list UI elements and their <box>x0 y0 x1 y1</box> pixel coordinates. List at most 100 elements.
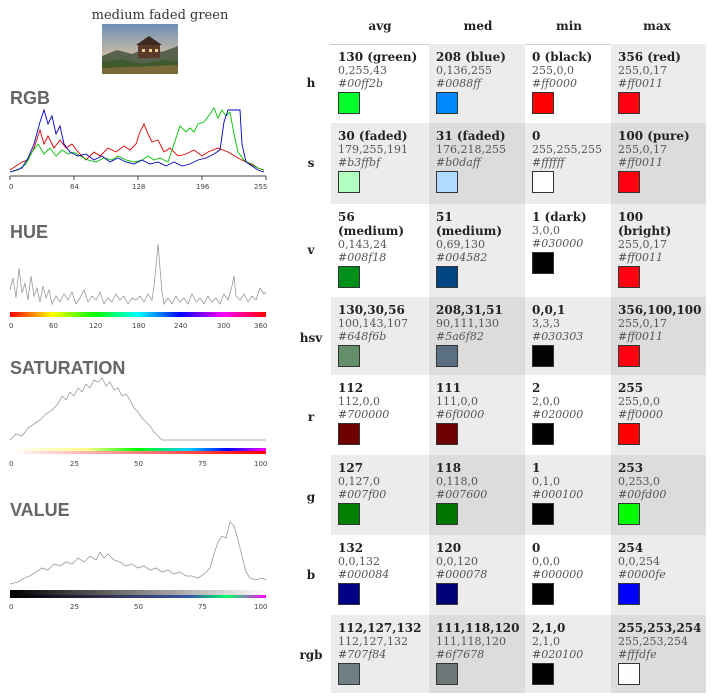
stat-value: 51 (medium) <box>436 210 503 238</box>
stat-cell: 130,30,56 100,143,107 #648f6b <box>331 297 429 375</box>
column-header-med: med <box>463 19 493 33</box>
stat-hex: #000078 <box>436 568 488 581</box>
stat-rgb: 90,111,130 <box>436 317 499 330</box>
stat-hex: #008f18 <box>338 251 387 264</box>
stat-hex: #b0daff <box>436 156 481 169</box>
stat-cell: 111,118,120 111,118,120 #6f7678 <box>429 615 525 693</box>
stat-hex: #004582 <box>436 251 488 264</box>
stat-value: 356 (red) <box>618 50 681 64</box>
stat-value: 100 (bright) <box>618 210 672 238</box>
rgb-tick: 64 <box>70 183 79 191</box>
stat-cell: 30 (faded) 179,255,191 #b3ffbf <box>331 123 429 204</box>
stat-rgb: 255,0,17 <box>618 238 667 251</box>
stat-cell: 0 (black) 255,0,0 #ff0000 <box>525 44 611 123</box>
hue-tick: 0 <box>9 322 13 330</box>
stat-rgb: 0,0,132 <box>338 555 380 568</box>
stat-rgb: 255,255,255 <box>532 143 602 156</box>
stat-hex: #007600 <box>436 488 488 501</box>
stat-value: 56 (medium) <box>338 210 405 238</box>
stat-rgb: 255,0,17 <box>618 317 667 330</box>
stat-rgb: 0,136,255 <box>436 64 492 77</box>
stat-rgb: 2,1,0 <box>532 635 560 648</box>
stat-value: 111 <box>436 381 462 395</box>
stat-rgb: 176,218,255 <box>436 143 506 156</box>
hue-tick: 120 <box>89 322 102 330</box>
stat-rgb: 3,0,0 <box>532 224 560 237</box>
stat-hex: #707f84 <box>338 648 387 661</box>
stat-cell: 254 0,0,254 #0000fe <box>611 535 706 615</box>
stat-value: 254 <box>618 541 644 555</box>
stat-value: 1 (dark) <box>532 210 587 224</box>
stat-hex: #000000 <box>532 568 584 581</box>
color-swatch <box>532 92 554 114</box>
stat-value: 111,118,120 <box>436 621 520 635</box>
stat-hex: #ff0000 <box>532 77 578 90</box>
stat-value: 253 <box>618 461 644 475</box>
stat-value: 112,127,132 <box>338 621 422 635</box>
rgb-histogram: 0 64 128 196 255 <box>9 107 267 191</box>
stat-rgb: 0,0,120 <box>436 555 478 568</box>
stat-hex: #007f00 <box>338 488 387 501</box>
stat-cell: 208,31,51 90,111,130 #5a6f82 <box>429 297 525 375</box>
stat-value: 130,30,56 <box>338 303 405 317</box>
column-header-avg: avg <box>368 19 392 33</box>
stat-rgb: 255,253,254 <box>618 635 688 648</box>
hue-tick: 180 <box>132 322 145 330</box>
stat-value: 120 <box>436 541 462 555</box>
stat-cell: 1 (dark) 3,0,0 #030000 <box>525 204 611 297</box>
stat-value: 0,0,1 <box>532 303 566 317</box>
color-swatch <box>618 583 640 605</box>
stat-cell: 118 0,118,0 #007600 <box>429 455 525 535</box>
color-swatch <box>618 266 640 288</box>
stat-value: 2,1,0 <box>532 621 566 635</box>
color-swatch <box>618 345 640 367</box>
stat-hex: #6f0000 <box>436 408 485 421</box>
rgb-tick: 255 <box>254 183 267 191</box>
image-title: medium faded green <box>91 8 229 23</box>
stat-rgb: 100,143,107 <box>338 317 408 330</box>
stat-rgb: 255,0,17 <box>618 143 667 156</box>
stat-cell: 111 111,0,0 #6f0000 <box>429 375 525 455</box>
stat-cell: 51 (medium) 0,69,130 #004582 <box>429 204 525 297</box>
value-tick: 100 <box>254 603 267 610</box>
stat-rgb: 255,0,0 <box>618 395 660 408</box>
stat-hex: #fffdfe <box>618 648 657 661</box>
stat-cell: 0,0,1 3,3,3 #030303 <box>525 297 611 375</box>
color-swatch <box>338 663 360 685</box>
stat-cell: 208 (blue) 0,136,255 #0088ff <box>429 44 525 123</box>
rgb-tick: 196 <box>196 183 210 191</box>
stat-hex: #020000 <box>532 408 584 421</box>
stat-hex: #0000fe <box>618 568 666 581</box>
saturation-tick: 0 <box>9 460 13 468</box>
hue-tick: 300 <box>217 322 230 330</box>
color-swatch <box>436 266 458 288</box>
stat-value: 208,31,51 <box>436 303 503 317</box>
stat-cell: 120 0,0,120 #000078 <box>429 535 525 615</box>
color-swatch <box>436 583 458 605</box>
stat-rgb: 112,127,132 <box>338 635 408 648</box>
row-label: g <box>306 490 316 504</box>
hue-tick: 360 <box>254 322 267 330</box>
color-swatch <box>532 171 554 193</box>
stat-cell: 0 0,0,0 #000000 <box>525 535 611 615</box>
stat-value: 0 (black) <box>532 50 593 64</box>
stat-rgb: 111,0,0 <box>436 395 478 408</box>
value-tick: 75 <box>198 603 207 610</box>
row-label: v <box>307 243 315 257</box>
stat-rgb: 0,1,0 <box>532 475 560 488</box>
stat-cell: 130 (green) 0,255,43 #00ff2b <box>331 44 429 123</box>
stat-value: 30 (faded) <box>338 129 408 143</box>
saturation-title: SATURATION <box>10 358 126 378</box>
stat-rgb: 0,69,130 <box>436 238 485 251</box>
stat-hex: #ff0000 <box>618 408 664 421</box>
row-label: b <box>306 568 316 582</box>
value-histogram: 0 25 50 75 100 <box>9 521 267 610</box>
color-swatch <box>436 423 458 445</box>
stat-value: 208 (blue) <box>436 50 506 64</box>
stat-cell: 255,253,254 255,253,254 #fffdfe <box>611 615 706 693</box>
stat-value: 0 <box>532 541 541 555</box>
stat-value: 132 <box>338 541 364 555</box>
stat-value: 112 <box>338 381 364 395</box>
stat-value: 127 <box>338 461 364 475</box>
stat-rgb: 255,0,0 <box>532 64 574 77</box>
